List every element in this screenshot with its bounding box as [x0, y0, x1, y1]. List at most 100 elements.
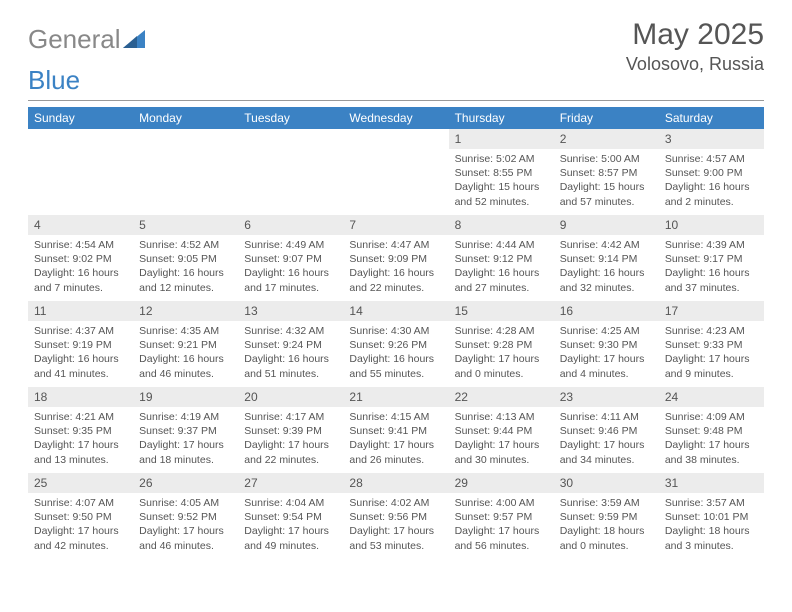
day-details: Sunrise: 4:19 AMSunset: 9:37 PMDaylight:… [133, 407, 238, 469]
calendar-day-cell: 2Sunrise: 5:00 AMSunset: 8:57 PMDaylight… [554, 129, 659, 215]
calendar-day-cell [28, 129, 133, 215]
day-number: 26 [133, 473, 238, 493]
day-details: Sunrise: 4:37 AMSunset: 9:19 PMDaylight:… [28, 321, 133, 383]
calendar-day-cell: 11Sunrise: 4:37 AMSunset: 9:19 PMDayligh… [28, 301, 133, 387]
calendar-week-row: 4Sunrise: 4:54 AMSunset: 9:02 PMDaylight… [28, 215, 764, 301]
daylight-text: Daylight: 17 hours and 34 minutes. [560, 438, 653, 466]
calendar-day-cell: 22Sunrise: 4:13 AMSunset: 9:44 PMDayligh… [449, 387, 554, 473]
day-details: Sunrise: 4:11 AMSunset: 9:46 PMDaylight:… [554, 407, 659, 469]
day-number: 16 [554, 301, 659, 321]
sunrise-text: Sunrise: 4:30 AM [349, 324, 442, 338]
header-divider [28, 100, 764, 101]
sunrise-text: Sunrise: 4:13 AM [455, 410, 548, 424]
sunset-text: Sunset: 9:28 PM [455, 338, 548, 352]
daylight-text: Daylight: 16 hours and 46 minutes. [139, 352, 232, 380]
sunrise-text: Sunrise: 4:15 AM [349, 410, 442, 424]
day-details: Sunrise: 4:23 AMSunset: 9:33 PMDaylight:… [659, 321, 764, 383]
calendar-week-row: 18Sunrise: 4:21 AMSunset: 9:35 PMDayligh… [28, 387, 764, 473]
sunrise-text: Sunrise: 5:00 AM [560, 152, 653, 166]
daylight-text: Daylight: 16 hours and 17 minutes. [244, 266, 337, 294]
sunrise-text: Sunrise: 4:23 AM [665, 324, 758, 338]
sunrise-text: Sunrise: 4:09 AM [665, 410, 758, 424]
day-number: 21 [343, 387, 448, 407]
daylight-text: Daylight: 16 hours and 27 minutes. [455, 266, 548, 294]
calendar-day-cell: 9Sunrise: 4:42 AMSunset: 9:14 PMDaylight… [554, 215, 659, 301]
calendar-day-cell: 30Sunrise: 3:59 AMSunset: 9:59 PMDayligh… [554, 473, 659, 559]
calendar-day-cell: 13Sunrise: 4:32 AMSunset: 9:24 PMDayligh… [238, 301, 343, 387]
day-number: 10 [659, 215, 764, 235]
sunset-text: Sunset: 9:44 PM [455, 424, 548, 438]
sunrise-text: Sunrise: 3:59 AM [560, 496, 653, 510]
weekday-header: Tuesday [238, 107, 343, 129]
day-details: Sunrise: 4:09 AMSunset: 9:48 PMDaylight:… [659, 407, 764, 469]
sunrise-text: Sunrise: 3:57 AM [665, 496, 758, 510]
sunrise-text: Sunrise: 4:02 AM [349, 496, 442, 510]
day-details: Sunrise: 4:05 AMSunset: 9:52 PMDaylight:… [133, 493, 238, 555]
daylight-text: Daylight: 17 hours and 0 minutes. [455, 352, 548, 380]
calendar-day-cell: 28Sunrise: 4:02 AMSunset: 9:56 PMDayligh… [343, 473, 448, 559]
day-number: 5 [133, 215, 238, 235]
day-details: Sunrise: 4:54 AMSunset: 9:02 PMDaylight:… [28, 235, 133, 297]
day-details: Sunrise: 4:04 AMSunset: 9:54 PMDaylight:… [238, 493, 343, 555]
sunset-text: Sunset: 9:00 PM [665, 166, 758, 180]
day-number: 2 [554, 129, 659, 149]
sunrise-text: Sunrise: 4:17 AM [244, 410, 337, 424]
sunset-text: Sunset: 9:50 PM [34, 510, 127, 524]
daylight-text: Daylight: 16 hours and 2 minutes. [665, 180, 758, 208]
day-number: 20 [238, 387, 343, 407]
calendar-day-cell: 31Sunrise: 3:57 AMSunset: 10:01 PMDaylig… [659, 473, 764, 559]
day-number: 4 [28, 215, 133, 235]
sunrise-text: Sunrise: 4:39 AM [665, 238, 758, 252]
daylight-text: Daylight: 17 hours and 56 minutes. [455, 524, 548, 552]
daylight-text: Daylight: 16 hours and 22 minutes. [349, 266, 442, 294]
sunset-text: Sunset: 8:57 PM [560, 166, 653, 180]
daylight-text: Daylight: 17 hours and 18 minutes. [139, 438, 232, 466]
day-details: Sunrise: 5:02 AMSunset: 8:55 PMDaylight:… [449, 149, 554, 211]
sunset-text: Sunset: 9:26 PM [349, 338, 442, 352]
sunset-text: Sunset: 9:19 PM [34, 338, 127, 352]
day-number: 30 [554, 473, 659, 493]
sunset-text: Sunset: 9:12 PM [455, 252, 548, 266]
calendar-table: SundayMondayTuesdayWednesdayThursdayFrid… [28, 107, 764, 559]
sunrise-text: Sunrise: 4:07 AM [34, 496, 127, 510]
sunrise-text: Sunrise: 4:42 AM [560, 238, 653, 252]
brand-part1: General [28, 24, 121, 55]
sunrise-text: Sunrise: 4:32 AM [244, 324, 337, 338]
sunrise-text: Sunrise: 4:21 AM [34, 410, 127, 424]
calendar-day-cell: 1Sunrise: 5:02 AMSunset: 8:55 PMDaylight… [449, 129, 554, 215]
sunset-text: Sunset: 9:57 PM [455, 510, 548, 524]
daylight-text: Daylight: 17 hours and 26 minutes. [349, 438, 442, 466]
calendar-body: 1Sunrise: 5:02 AMSunset: 8:55 PMDaylight… [28, 129, 764, 559]
day-details: Sunrise: 3:57 AMSunset: 10:01 PMDaylight… [659, 493, 764, 555]
day-number: 17 [659, 301, 764, 321]
calendar-day-cell: 8Sunrise: 4:44 AMSunset: 9:12 PMDaylight… [449, 215, 554, 301]
calendar-day-cell: 14Sunrise: 4:30 AMSunset: 9:26 PMDayligh… [343, 301, 448, 387]
calendar-day-cell: 19Sunrise: 4:19 AMSunset: 9:37 PMDayligh… [133, 387, 238, 473]
day-details: Sunrise: 4:28 AMSunset: 9:28 PMDaylight:… [449, 321, 554, 383]
daylight-text: Daylight: 17 hours and 13 minutes. [34, 438, 127, 466]
daylight-text: Daylight: 16 hours and 32 minutes. [560, 266, 653, 294]
day-number [238, 129, 343, 135]
day-number: 28 [343, 473, 448, 493]
calendar-head: SundayMondayTuesdayWednesdayThursdayFrid… [28, 107, 764, 129]
weekday-row: SundayMondayTuesdayWednesdayThursdayFrid… [28, 107, 764, 129]
day-details: Sunrise: 4:39 AMSunset: 9:17 PMDaylight:… [659, 235, 764, 297]
calendar-page: General May 2025 Volosovo, Russia Blue S… [0, 0, 792, 569]
sunset-text: Sunset: 10:01 PM [665, 510, 758, 524]
day-details: Sunrise: 4:30 AMSunset: 9:26 PMDaylight:… [343, 321, 448, 383]
daylight-text: Daylight: 16 hours and 41 minutes. [34, 352, 127, 380]
daylight-text: Daylight: 17 hours and 4 minutes. [560, 352, 653, 380]
sunset-text: Sunset: 9:02 PM [34, 252, 127, 266]
day-details: Sunrise: 4:42 AMSunset: 9:14 PMDaylight:… [554, 235, 659, 297]
day-number: 15 [449, 301, 554, 321]
sunrise-text: Sunrise: 4:11 AM [560, 410, 653, 424]
daylight-text: Daylight: 15 hours and 52 minutes. [455, 180, 548, 208]
sunset-text: Sunset: 9:59 PM [560, 510, 653, 524]
sunset-text: Sunset: 9:14 PM [560, 252, 653, 266]
calendar-day-cell [238, 129, 343, 215]
sunset-text: Sunset: 9:41 PM [349, 424, 442, 438]
sunset-text: Sunset: 9:54 PM [244, 510, 337, 524]
daylight-text: Daylight: 17 hours and 49 minutes. [244, 524, 337, 552]
sunrise-text: Sunrise: 4:44 AM [455, 238, 548, 252]
day-details: Sunrise: 4:49 AMSunset: 9:07 PMDaylight:… [238, 235, 343, 297]
